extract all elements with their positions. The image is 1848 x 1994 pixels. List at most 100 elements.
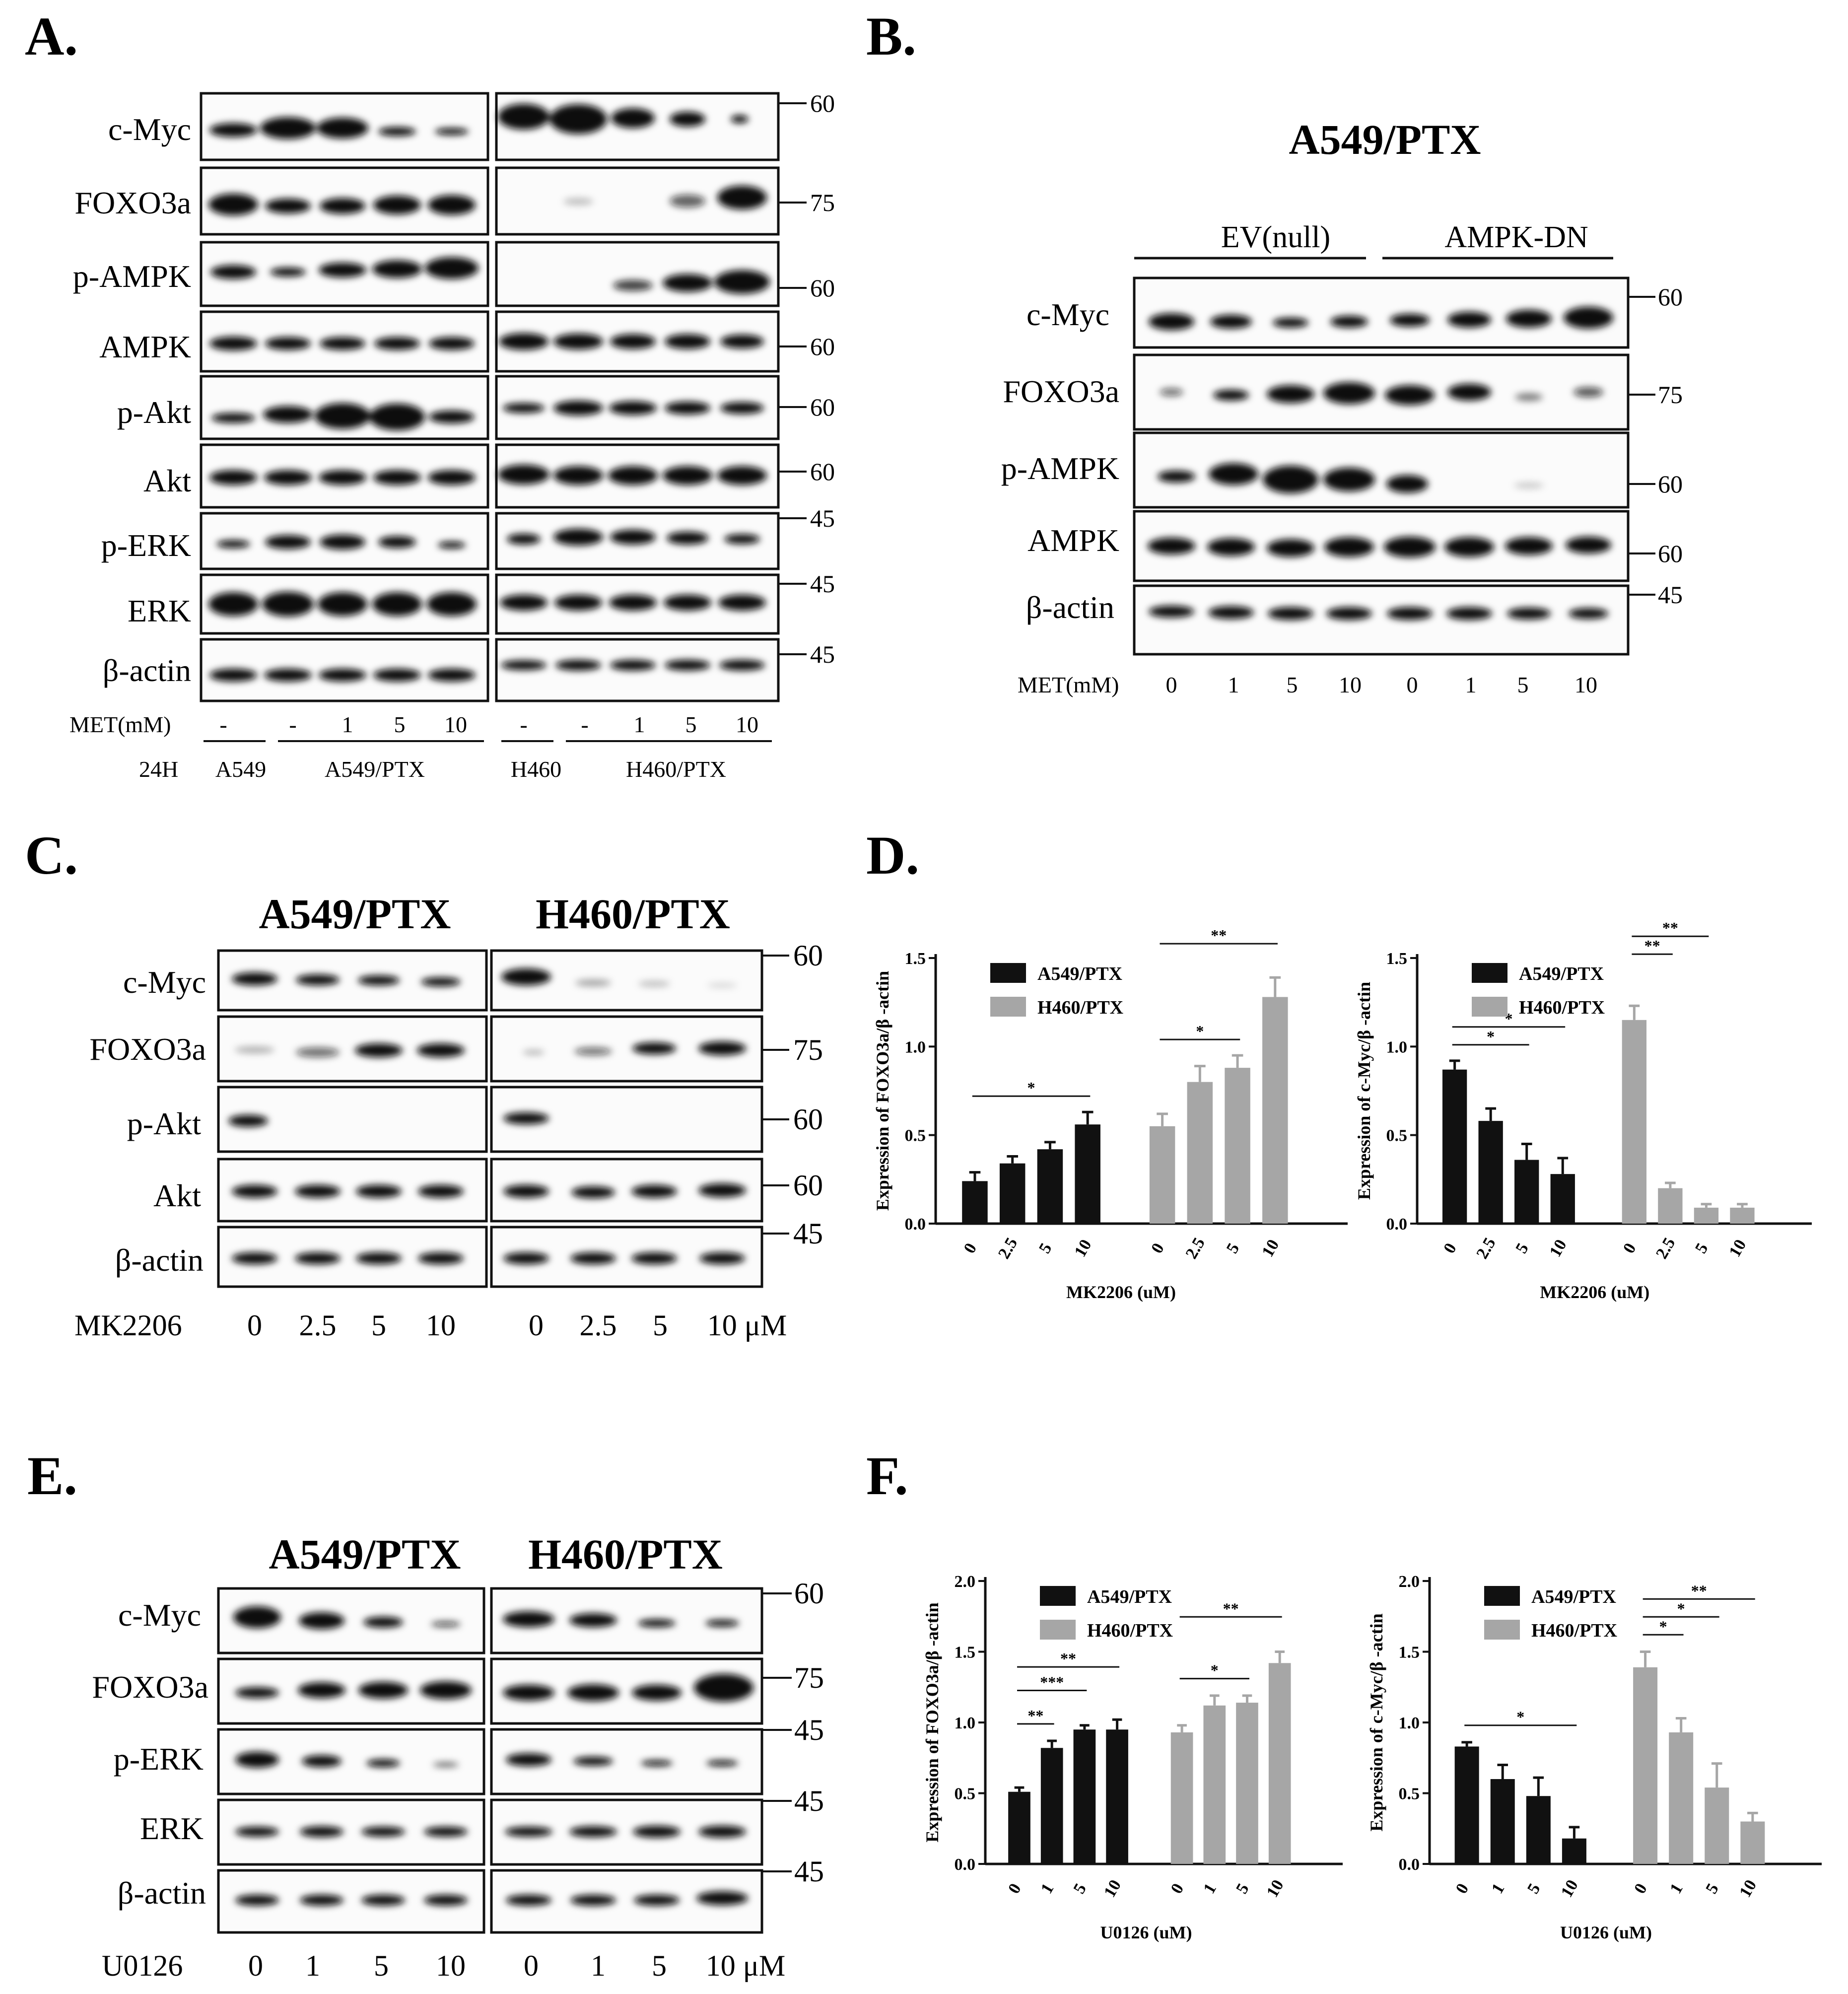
treatment-value: 2.5 <box>580 1309 617 1342</box>
treatment-value: 2.5 <box>299 1309 337 1342</box>
x-tick-label: 0 <box>1631 1880 1651 1897</box>
x-tick-label: 2.5 <box>995 1235 1021 1262</box>
legend-swatch <box>990 963 1026 983</box>
mw-marker: 75 <box>794 1661 824 1694</box>
mw-marker: 45 <box>794 1714 824 1746</box>
panel-label-b: B. <box>866 6 916 67</box>
mw-marker: 60 <box>810 458 835 485</box>
time-label: 24H <box>139 756 178 782</box>
significance-label: ** <box>1060 1650 1076 1667</box>
x-tick-label: 10 <box>1736 1877 1760 1901</box>
bar <box>1705 1788 1729 1864</box>
row-label: p-ERK <box>101 528 191 563</box>
bar <box>1694 1207 1719 1224</box>
cell-title: H460/PTX <box>528 1530 723 1578</box>
panel-label-d: D. <box>866 825 919 886</box>
x-tick-label: 5 <box>1692 1240 1712 1256</box>
legend-swatch <box>1472 997 1507 1017</box>
legend-label: A549/PTX <box>1531 1586 1616 1607</box>
x-tick-label: 1 <box>1200 1880 1220 1897</box>
treatment-value: 0 <box>248 1949 263 1982</box>
bar <box>1622 1020 1647 1224</box>
row-label: β-actin <box>103 653 191 688</box>
row-label: FOXO3a <box>1003 374 1119 409</box>
x-tick-label: 1 <box>1666 1880 1687 1897</box>
mw-marker: 75 <box>810 189 835 216</box>
x-tick-label: 5 <box>1702 1880 1722 1897</box>
mw-marker: 45 <box>810 504 835 532</box>
y-tick-label: 2.0 <box>1399 1573 1420 1591</box>
treatment-value: 10 <box>436 1949 466 1982</box>
treatment-label: MK2206 <box>74 1309 182 1342</box>
legend-label: H460/PTX <box>1037 997 1123 1018</box>
significance-label: ** <box>1027 1707 1043 1724</box>
treatment-value: 0 <box>524 1949 539 1982</box>
x-axis-label: MK2206 (uM) <box>1066 1282 1176 1302</box>
legend-label: A549/PTX <box>1087 1586 1172 1607</box>
bar <box>1730 1207 1755 1224</box>
y-axis-label: Expression of c-Myc/β -actin <box>1354 982 1374 1200</box>
bar <box>1442 1069 1467 1224</box>
x-axis-label: U0126 (uM) <box>1560 1923 1652 1942</box>
treatment-value: 5 <box>653 1309 668 1342</box>
row-label: β-actin <box>1026 590 1114 625</box>
mw-marker: 60 <box>793 1103 823 1136</box>
bar <box>1073 1729 1096 1864</box>
bar <box>1562 1838 1586 1864</box>
significance-label: ** <box>1662 919 1678 937</box>
row-label: FOXO3a <box>89 1031 206 1067</box>
met-value: 1 <box>1465 672 1477 697</box>
bar <box>1037 1149 1063 1224</box>
row-label: p-AMPK <box>1001 451 1119 486</box>
x-tick-label: 10 <box>1100 1877 1125 1901</box>
bar <box>1490 1779 1515 1864</box>
treatment-value: 0 <box>247 1309 262 1342</box>
mw-marker: 75 <box>1658 381 1683 409</box>
x-tick-label: 1 <box>1488 1880 1508 1897</box>
bar <box>1478 1121 1503 1224</box>
y-tick-label: 1.0 <box>1399 1714 1420 1732</box>
panel-e-blot: A549/PTX H460/PTX c-Myc FOXO3a p-ERK ERK… <box>92 1530 824 1982</box>
y-tick-label: 0.5 <box>1399 1785 1420 1803</box>
met-value: 5 <box>1517 672 1529 697</box>
met-value: 10 <box>1339 672 1362 697</box>
y-tick-label: 1.5 <box>905 950 926 968</box>
x-axis-label: MK2206 (uM) <box>1540 1282 1649 1302</box>
row-label: c-Myc <box>1027 297 1109 332</box>
x-tick-label: 0 <box>960 1240 981 1256</box>
legend-swatch <box>1484 1620 1520 1640</box>
cell-title: A549/PTX <box>269 1530 461 1578</box>
group-label: H460/PTX <box>626 756 726 782</box>
panel-a-blot: c-Myc FOXO3a p-AMPK AMPK p-Akt Akt p-ERK… <box>69 89 835 782</box>
significance-label: * <box>1677 1599 1685 1617</box>
met-value: - <box>581 712 588 737</box>
legend-label: A549/PTX <box>1037 963 1122 984</box>
bar <box>1170 1732 1193 1864</box>
x-tick-label: 2.5 <box>1652 1235 1679 1262</box>
y-axis-label: Expression of FOXO3a/β -actin <box>873 971 892 1211</box>
bar <box>1203 1705 1226 1864</box>
mw-marker: 75 <box>793 1033 823 1066</box>
bar <box>1454 1746 1479 1864</box>
group-label: A549/PTX <box>325 756 425 782</box>
y-tick-label: 0.0 <box>905 1215 926 1234</box>
y-tick-label: 0.5 <box>955 1785 976 1803</box>
met-value: - <box>520 712 527 737</box>
y-tick-label: 1.5 <box>1386 950 1408 968</box>
row-label: c-Myc <box>118 1597 201 1633</box>
x-tick-label: 0 <box>1148 1240 1168 1256</box>
treatment-value: 10 μM <box>707 1309 787 1342</box>
bar-charts: 0.0 0.5 1.0 1.5 Expression of FOXO3a/β -acti… <box>873 919 1822 1942</box>
x-tick-label: 5 <box>1223 1240 1243 1256</box>
mw-marker: 60 <box>810 333 835 360</box>
bar <box>1236 1703 1258 1864</box>
legend-label: A549/PTX <box>1519 963 1604 984</box>
mw-marker: 45 <box>1658 581 1683 609</box>
mw-marker: 60 <box>1658 470 1683 498</box>
treatment-value: 5 <box>374 1949 389 1982</box>
x-axis-label: U0126 (uM) <box>1100 1923 1192 1942</box>
x-tick-label: 10 <box>1725 1237 1750 1260</box>
group-label: EV(null) <box>1221 220 1330 254</box>
x-tick-label: 5 <box>1232 1880 1253 1897</box>
met-value: 5 <box>394 712 406 737</box>
